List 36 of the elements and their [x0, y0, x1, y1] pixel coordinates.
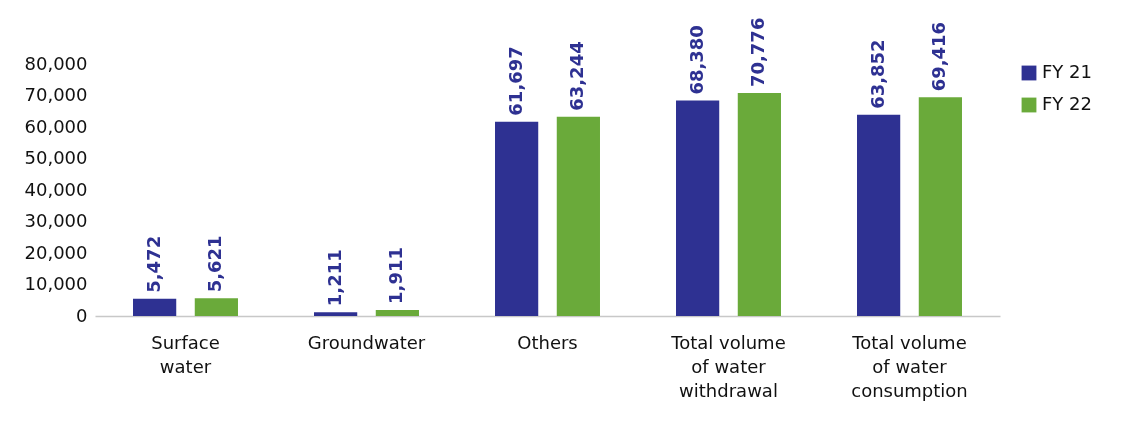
data-label: 63,852: [866, 39, 888, 109]
bar: [676, 100, 720, 316]
x-tick-label: Surface water: [151, 331, 220, 377]
y-tick-label: 30,000: [24, 210, 88, 231]
bar: [918, 97, 962, 316]
data-label: 5,472: [142, 235, 164, 293]
bar: [375, 309, 419, 316]
x-tick-label: Groundwater: [307, 331, 426, 353]
data-label: 5,621: [204, 235, 226, 293]
bar: [133, 298, 177, 316]
bar: [495, 121, 539, 316]
x-tick-label: Total volume of water consumption: [851, 331, 968, 401]
y-tick-label: 80,000: [24, 52, 88, 74]
y-tick-label: 10,000: [24, 273, 88, 294]
bar: [556, 116, 600, 316]
x-tick-label: Total volume of water withdrawal: [670, 331, 786, 401]
data-label: 61,697: [504, 46, 526, 116]
bar: [194, 298, 238, 316]
data-label: 1,211: [323, 249, 345, 307]
x-tick-label: Others: [517, 331, 578, 353]
data-label: 70,776: [747, 17, 769, 88]
y-tick-label: 70,000: [24, 84, 88, 105]
bar: [737, 93, 781, 316]
data-label: 69,416: [928, 21, 950, 92]
y-tick-label: 0: [76, 304, 88, 326]
data-label: 1,911: [385, 247, 407, 304]
y-tick-label: 60,000: [24, 115, 88, 137]
data-label: 63,244: [566, 41, 588, 111]
legend-label: FY 21: [1042, 61, 1092, 82]
y-tick-label: 40,000: [24, 178, 88, 200]
y-tick-label: 20,000: [24, 241, 88, 263]
y-tick-label: 50,000: [24, 147, 88, 168]
data-label: 68,380: [685, 25, 707, 95]
bar: [857, 114, 901, 316]
bar: [314, 312, 358, 316]
legend-label: FY 22: [1042, 93, 1092, 114]
